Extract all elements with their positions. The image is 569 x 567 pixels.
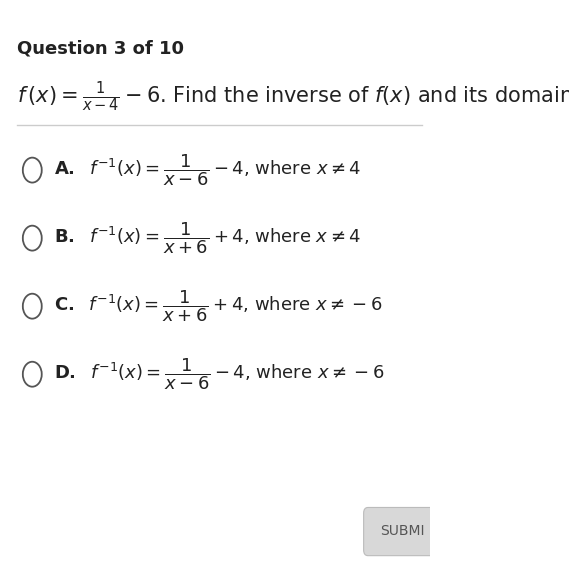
Text: $f\,(x) = \frac{1}{x-4} - 6$. Find the inverse of $f(x)$ and its domain.: $f\,(x) = \frac{1}{x-4} - 6$. Find the i… — [17, 79, 569, 114]
Text: $\mathbf{A.}$  $f^{-1}(x) = \dfrac{1}{x-6} - 4$, where $x \neq 4$: $\mathbf{A.}$ $f^{-1}(x) = \dfrac{1}{x-6… — [54, 153, 361, 188]
FancyBboxPatch shape — [364, 507, 437, 556]
Text: $\mathbf{D.}$  $f^{-1}(x) = \dfrac{1}{x-6} - 4$, where $x \neq -6$: $\mathbf{D.}$ $f^{-1}(x) = \dfrac{1}{x-6… — [54, 357, 384, 392]
Text: $\mathbf{B.}$  $f^{-1}(x) = \dfrac{1}{x+6} + 4$, where $x \neq 4$: $\mathbf{B.}$ $f^{-1}(x) = \dfrac{1}{x+6… — [54, 221, 361, 256]
Text: Question 3 of 10: Question 3 of 10 — [17, 40, 184, 58]
Text: $\mathbf{C.}$  $f^{-1}(x) = \dfrac{1}{x+6} + 4$, where $x \neq -6$: $\mathbf{C.}$ $f^{-1}(x) = \dfrac{1}{x+6… — [54, 289, 382, 324]
Text: SUBMI: SUBMI — [380, 524, 424, 538]
